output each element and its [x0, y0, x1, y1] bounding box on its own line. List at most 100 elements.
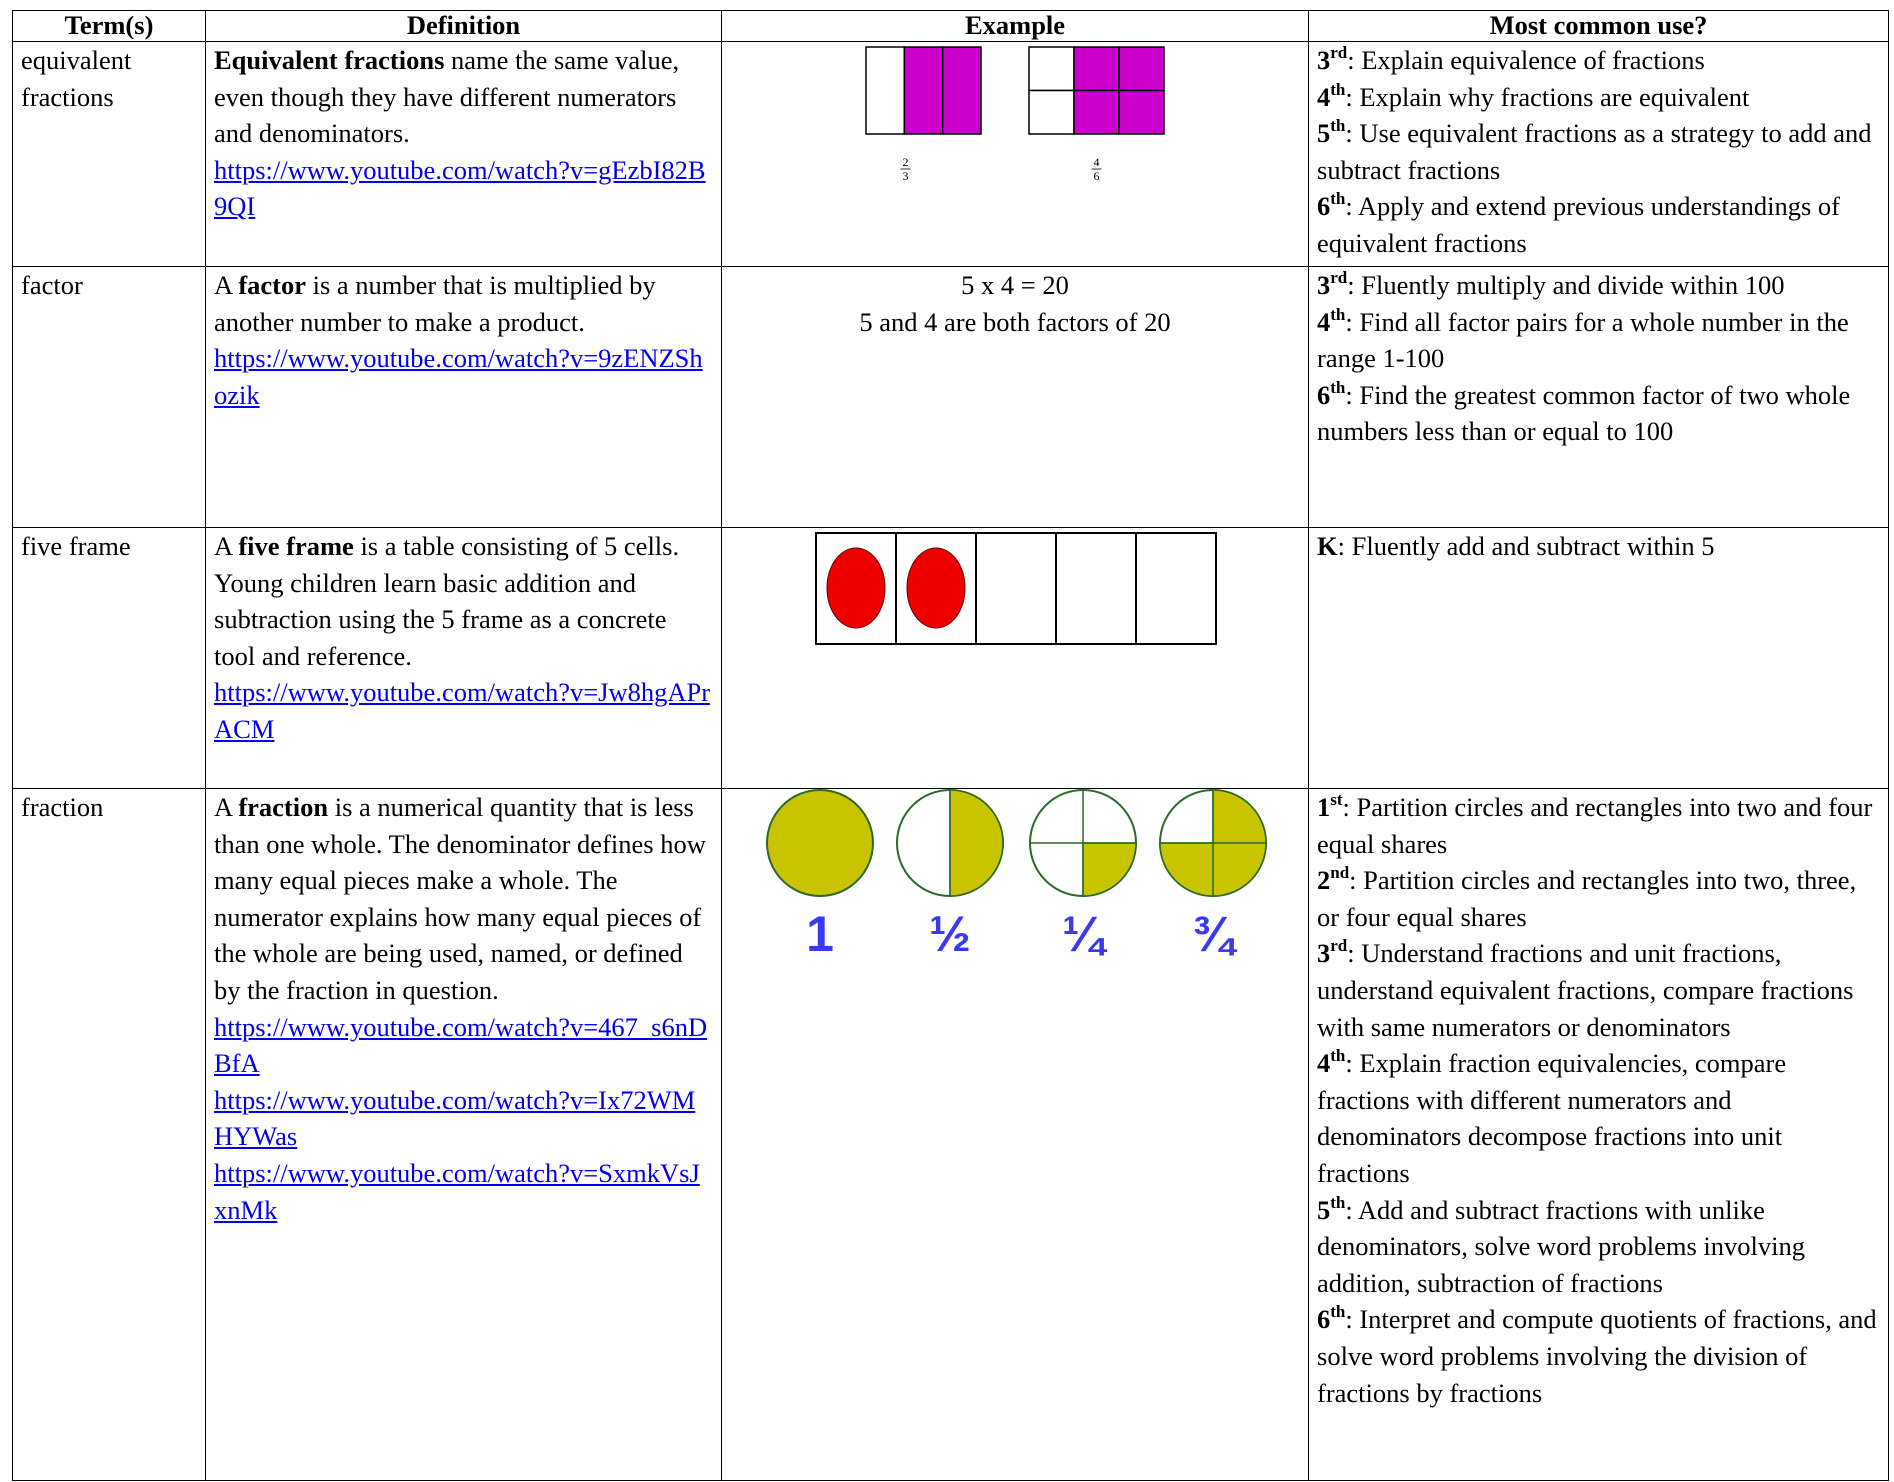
- frame-cell: [1135, 532, 1217, 645]
- use-cell: 1st: Partition circles and rectangles in…: [1308, 788, 1889, 1481]
- video-link[interactable]: https://www.youtube.com/watch?v=Jw8hgAPr…: [214, 677, 711, 744]
- grade: 4th: [1317, 79, 1346, 112]
- example-cell: 1 ½ ¼ ¾: [721, 788, 1309, 1481]
- fraction-denominator: 3: [903, 169, 909, 183]
- grade-number: 6: [1317, 191, 1331, 222]
- use-text: : Partition circles and rectangles into …: [1317, 792, 1873, 859]
- use-text: : Explain fraction equivalencies, compar…: [1317, 1048, 1787, 1188]
- grade: 5th: [1317, 116, 1346, 149]
- term: fraction: [21, 792, 104, 822]
- definition-after: is a numerical quantity that is less tha…: [214, 792, 706, 1005]
- grade-suffix: th: [1330, 1046, 1346, 1066]
- grade: 5th: [1317, 1194, 1345, 1225]
- shaded-part: [1082, 842, 1137, 897]
- fraction-circles: 1 ½ ¼ ¾: [766, 789, 1267, 962]
- grade: 6th: [1317, 1302, 1346, 1334]
- grade-suffix: th: [1330, 377, 1346, 397]
- row: equivalent fractions Equivalent fractions…: [12, 41, 1889, 267]
- grade-suffix: st: [1330, 790, 1343, 809]
- fraction-cell: [1073, 46, 1120, 92]
- grade-suffix: nd: [1330, 863, 1350, 883]
- definition-term: fraction: [238, 792, 329, 822]
- shaded-part: [949, 789, 1004, 897]
- definition-before: A: [214, 792, 239, 822]
- fraction-numerator: 2: [903, 155, 909, 169]
- fraction-numerator: 4: [1094, 155, 1100, 169]
- definition-cell: A five frame is a table consisting of 5 …: [205, 527, 722, 789]
- grade: 3rd: [1317, 936, 1348, 968]
- grade-number: 6: [1317, 379, 1331, 410]
- grade-suffix: rd: [1330, 268, 1348, 287]
- frame-cell: [975, 532, 1057, 645]
- definition-after: is a table consisting of 5 cells. Young …: [214, 531, 680, 671]
- definition-cell: A fraction is a numerical quantity that …: [205, 788, 722, 1481]
- grade-use: 6th: Interpret and compute quotients of …: [1317, 1301, 1880, 1411]
- definition-term: five frame: [238, 531, 354, 561]
- circle-label: ½: [929, 906, 971, 962]
- definition-cell: Equivalent fractions name the same value…: [205, 41, 722, 267]
- use-text: : Apply and extend previous understandin…: [1317, 191, 1840, 258]
- row: fraction A fraction is a numerical quanti…: [12, 788, 1889, 1481]
- example-line: 5 and 4 are both factors of 20: [859, 306, 1171, 337]
- fraction-bars: 23 46: [865, 46, 1165, 183]
- video-link[interactable]: https://www.youtube.com/watch?v=9zENZSho…: [214, 343, 703, 410]
- use-text: : Explain equivalence of fractions: [1347, 45, 1705, 75]
- grade-use: 6th: Apply and extend previous understan…: [1317, 188, 1880, 261]
- grade-use: 4th: Explain fraction equivalencies, com…: [1317, 1045, 1880, 1191]
- grade-number: 1: [1317, 792, 1331, 822]
- five-frame: [815, 532, 1217, 645]
- grade: 4th: [1317, 304, 1346, 337]
- grade: 3rd: [1317, 268, 1348, 300]
- grade-use: 4th: Find all factor pairs for a whole n…: [1317, 304, 1880, 377]
- use-text: : Understand fractions and unit fraction…: [1317, 938, 1854, 1042]
- counter: [906, 547, 966, 629]
- grade-suffix: th: [1330, 304, 1346, 324]
- use-cell: K: Fluently add and subtract within 5: [1308, 527, 1889, 789]
- term: factor: [21, 270, 83, 300]
- grade-use: 5th: Add and subtract fractions with unl…: [1317, 1192, 1880, 1302]
- use-text: : Interpret and compute quotients of fra…: [1317, 1304, 1877, 1408]
- grade-number: 4: [1317, 306, 1331, 337]
- fraction-cell: [903, 46, 944, 135]
- grade: 4th: [1317, 1046, 1346, 1078]
- grade-number: 4: [1317, 81, 1331, 112]
- definition-after: is a number that is multiplied by anothe…: [214, 270, 656, 337]
- frame-cell: [1055, 532, 1137, 645]
- grade-suffix: th: [1330, 189, 1346, 209]
- grade: K: [1317, 531, 1338, 561]
- grade-suffix: th: [1330, 79, 1346, 99]
- circle-label: ¾: [1192, 906, 1238, 962]
- circle-label: ¼: [1062, 906, 1108, 962]
- row: five frame A five frame is a table consis…: [12, 527, 1889, 789]
- term-cell: equivalent fractions: [12, 41, 206, 267]
- example-cell: [721, 527, 1309, 789]
- grade-number: K: [1317, 531, 1338, 561]
- grade-use: K: Fluently add and subtract within 5: [1317, 529, 1880, 565]
- fraction-cell: [1073, 89, 1120, 135]
- circle-label: 1: [806, 906, 834, 962]
- video-link[interactable]: https://www.youtube.com/watch?v=467_s6nD…: [214, 1011, 708, 1079]
- use-text: : Partition circles and rectangles into …: [1317, 865, 1857, 932]
- fraction-cell: [1028, 46, 1075, 92]
- grade-number: 5: [1317, 118, 1331, 149]
- grade-suffix: th: [1330, 1302, 1346, 1322]
- grade-number: 3: [1317, 270, 1331, 300]
- glossary-table: Term(s) Definition Example Most common use?…: [12, 10, 1889, 1481]
- grade-use: 1st: Partition circles and rectangles in…: [1317, 790, 1880, 863]
- grade-use: 4th: Explain why fractions are equivalen…: [1317, 79, 1880, 116]
- header-cell: Definition: [205, 10, 722, 42]
- use-text: : Fluently add and subtract within 5: [1337, 531, 1715, 561]
- video-link[interactable]: https://www.youtube.com/watch?v=SxmkVsJx…: [214, 1157, 700, 1225]
- grade-number: 3: [1317, 45, 1331, 75]
- video-link[interactable]: https://www.youtube.com/watch?v=gEzbI82B…: [214, 154, 706, 222]
- video-link[interactable]: https://www.youtube.com/watch?v=Ix72WMHY…: [214, 1084, 696, 1152]
- header-row: Term(s) Definition Example Most common use?: [12, 10, 1889, 42]
- term-cell: fraction: [12, 788, 206, 1481]
- grade-use: 3rd: Understand fractions and unit fract…: [1317, 935, 1880, 1045]
- fraction-cell: [1118, 46, 1165, 92]
- grade-suffix: rd: [1330, 936, 1348, 956]
- grade-suffix: th: [1330, 116, 1346, 136]
- use-text: : Use equivalent fractions as a strategy…: [1317, 118, 1872, 185]
- fraction-cell: [1028, 89, 1075, 135]
